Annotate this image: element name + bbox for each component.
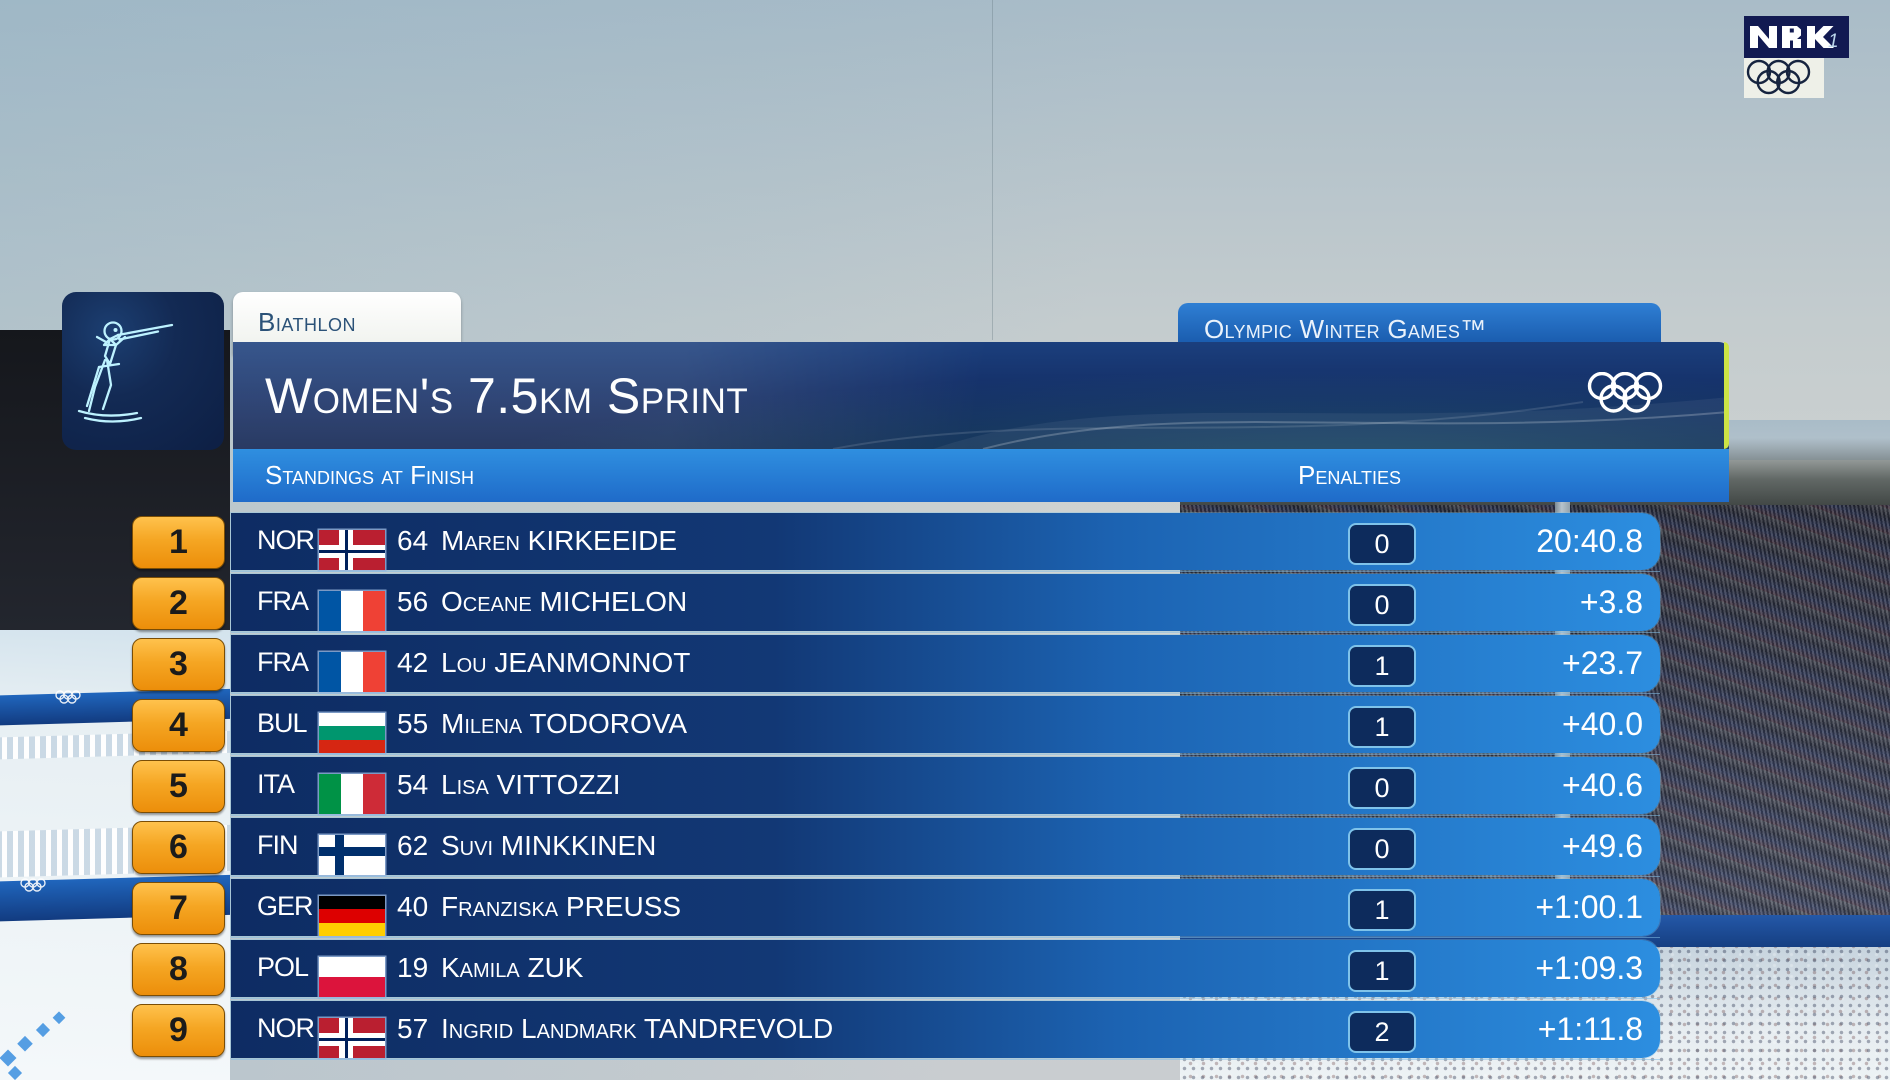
svg-text:1: 1	[1828, 31, 1839, 52]
